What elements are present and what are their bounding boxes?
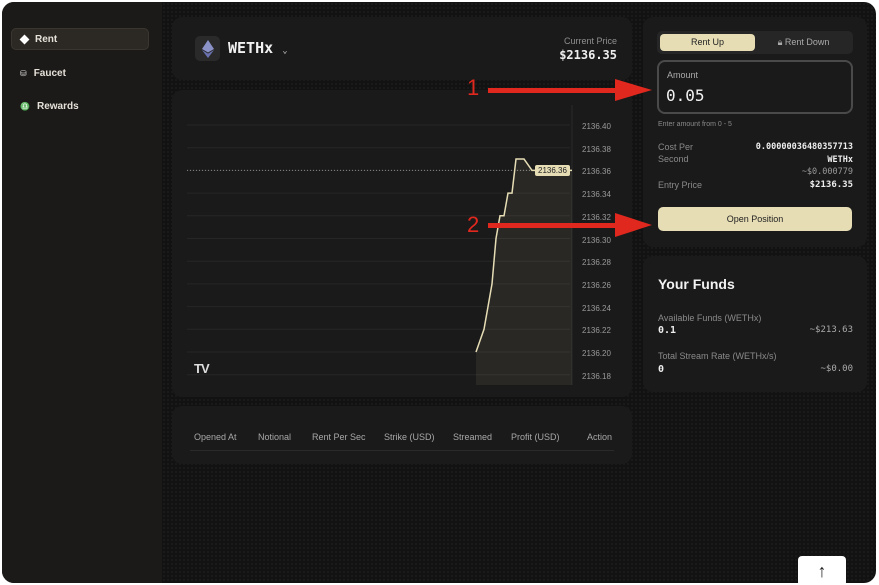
entry-price-label: Entry Price bbox=[658, 180, 703, 190]
y-tick-label: 2136.22 bbox=[582, 326, 611, 336]
trade-panel: Rent Up 🔒︎ Rent Down Amount 0.05 Enter a… bbox=[643, 17, 867, 247]
entry-price-value: $2136.35 bbox=[809, 180, 853, 190]
sidebar-item-label: Rent bbox=[35, 33, 58, 45]
current-price-tag: 2136.36 bbox=[535, 165, 570, 176]
y-tick-label: 2136.40 bbox=[582, 122, 611, 131]
faucet-icon: ⛁ bbox=[20, 68, 27, 78]
column-header: Rent Per Sec bbox=[312, 432, 366, 442]
stream-rate-value: 0 bbox=[658, 364, 665, 375]
y-tick-label: 2136.20 bbox=[582, 349, 611, 358]
sidebar-item-rent[interactable]: Rent bbox=[11, 28, 149, 50]
y-tick-label: 2136.24 bbox=[582, 303, 611, 313]
column-header: Notional bbox=[258, 432, 292, 442]
token-header: WETHx ⌄ Current Price $2136.35 bbox=[172, 17, 632, 80]
annotation-number: 2 bbox=[467, 212, 480, 237]
y-tick-label: 2136.30 bbox=[582, 235, 611, 245]
funds-title: Your Funds bbox=[658, 276, 735, 292]
sidebar-item-label: Faucet bbox=[33, 67, 66, 79]
funds-panel: Your Funds Available Funds (WETHx) 0.1 ~… bbox=[643, 256, 867, 392]
available-funds-usd: ~$213.63 bbox=[809, 325, 853, 335]
available-funds-label: Available Funds (WETHx) bbox=[658, 313, 762, 323]
y-tick-label: 2136.38 bbox=[582, 144, 611, 154]
column-header: Opened At bbox=[194, 432, 237, 442]
cost-label-line: Cost Per bbox=[658, 142, 694, 152]
sidebar-item-label: Rewards bbox=[36, 100, 79, 112]
column-header: Action bbox=[587, 432, 613, 442]
ethereum-icon bbox=[195, 36, 220, 61]
amount-input[interactable]: Amount 0.05 bbox=[657, 60, 853, 114]
cost-label: Cost Per Second bbox=[658, 141, 693, 165]
tab-label: Rent Down bbox=[784, 37, 830, 47]
chevron-down-icon: ⌄ bbox=[282, 46, 288, 56]
tradingview-logo[interactable]: TV bbox=[194, 361, 210, 376]
cost-unit: WETHx bbox=[827, 154, 853, 165]
direction-tabs: Rent Up 🔒︎ Rent Down bbox=[657, 31, 853, 54]
column-header: Profit (USD) bbox=[511, 432, 560, 442]
y-tick-label: 2136.32 bbox=[582, 212, 611, 222]
current-price-label: Current Price bbox=[563, 36, 617, 46]
column-header: Streamed bbox=[453, 432, 493, 442]
sidebar-item-faucet[interactable]: ⛁ Faucet bbox=[11, 62, 149, 84]
annotation-number: 1 bbox=[467, 75, 480, 100]
stream-rate-usd: ~$0.00 bbox=[820, 364, 853, 374]
y-tick-label: 2136.34 bbox=[582, 190, 611, 200]
cost-label-line: Second bbox=[658, 154, 689, 164]
token-name: WETHx bbox=[228, 39, 274, 57]
price-area bbox=[476, 159, 572, 385]
tab-rent-down[interactable]: 🔒︎ Rent Down bbox=[757, 34, 850, 51]
lock-icon: 🔒︎ bbox=[777, 37, 783, 47]
scroll-to-top-button[interactable]: ↑ bbox=[798, 556, 846, 583]
price-chart[interactable] bbox=[172, 90, 632, 397]
sidebar-item-rewards[interactable]: ♎ Rewards bbox=[11, 95, 149, 117]
positions-table bbox=[172, 406, 632, 464]
amount-value: 0.05 bbox=[666, 86, 705, 105]
arrow-up-icon: ↑ bbox=[817, 561, 827, 581]
amount-hint: Enter amount from 0 - 5 bbox=[658, 121, 732, 128]
amount-label: Amount bbox=[667, 70, 699, 80]
available-funds-value: 0.1 bbox=[658, 325, 677, 336]
cost-usd: ~$0.000779 bbox=[801, 167, 853, 177]
y-tick-label: 2136.36 bbox=[582, 167, 611, 177]
column-header: Strike (USD) bbox=[384, 432, 435, 442]
cost-value: 0.00000036480357713 WETHx ~$0.000779 bbox=[756, 141, 853, 179]
open-position-button[interactable]: Open Position bbox=[658, 207, 852, 231]
stream-rate-label: Total Stream Rate (WETHx/s) bbox=[658, 351, 777, 361]
y-tick-label: 2136.18 bbox=[582, 371, 611, 381]
y-tick-label: 2136.28 bbox=[582, 258, 611, 268]
bell-icon: ♎ bbox=[20, 101, 30, 111]
table-divider bbox=[190, 450, 614, 451]
tab-rent-up[interactable]: Rent Up bbox=[660, 34, 755, 51]
y-tick-label: 2136.26 bbox=[582, 280, 611, 290]
token-selector[interactable]: WETHx ⌄ bbox=[228, 39, 288, 57]
cost-amount: 0.00000036480357713 bbox=[755, 142, 853, 152]
sidebar: Rent ⛁ Faucet ♎ Rewards bbox=[2, 2, 162, 583]
current-price-value: $2136.35 bbox=[559, 48, 617, 62]
